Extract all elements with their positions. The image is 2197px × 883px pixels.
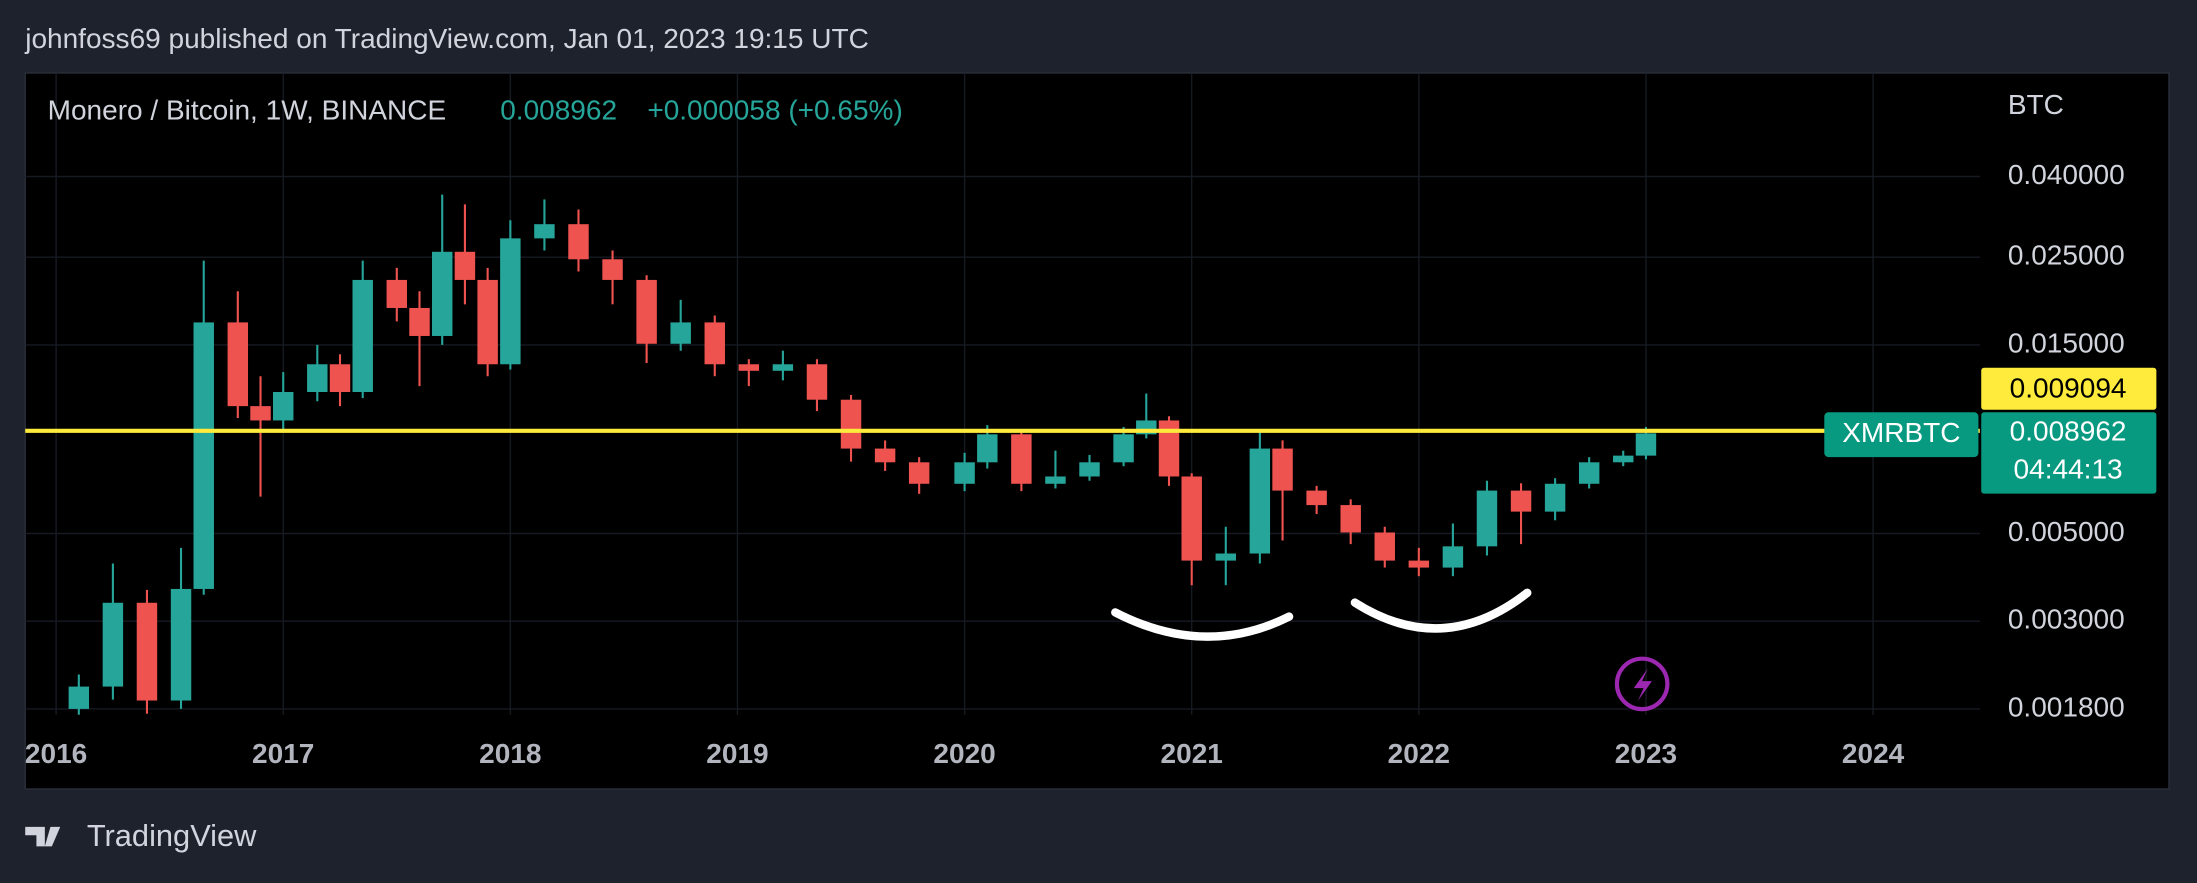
candle-body (636, 279, 657, 344)
candle-body (409, 307, 430, 336)
candle-body (977, 434, 998, 463)
x-tick-label: 2021 (1161, 738, 1223, 769)
y-tick-label: 0.005000 (2008, 516, 2125, 547)
candle-body (1249, 448, 1271, 554)
hline-label: 0.009094 (2010, 373, 2127, 404)
candle-body (1544, 483, 1566, 512)
brand-logo (25, 826, 61, 847)
candle-body (1408, 560, 1430, 568)
candle-body (1442, 546, 1464, 568)
annotation-arc (1350, 588, 1532, 633)
candle-body (1113, 434, 1134, 463)
lightning-button[interactable] (1614, 656, 1670, 712)
candle-body (670, 322, 691, 344)
candle-body (1476, 490, 1498, 547)
annotation-arc (1111, 608, 1294, 641)
candle-body (704, 322, 725, 365)
x-tick-label: 2017 (252, 738, 314, 769)
candle-body (102, 602, 124, 687)
symbol-box (1824, 412, 1979, 458)
candle-body (772, 364, 794, 371)
grid (25, 72, 1980, 715)
candle-body (1181, 476, 1202, 561)
candle-body (534, 224, 555, 239)
candle-body (1045, 476, 1066, 484)
candle-body (352, 279, 373, 393)
y-tick-label: 0.001800 (2008, 691, 2125, 722)
x-tick-label: 2024 (1842, 738, 1905, 769)
candle-body (136, 602, 158, 701)
candle-body (454, 251, 476, 280)
candle-body (68, 686, 90, 709)
symbol-title: Monero / Bitcoin, 1W, BINANCE (48, 95, 447, 126)
y-tick-label: 0.040000 (2008, 159, 2125, 190)
candle-body (908, 462, 930, 484)
candle-body (1635, 433, 1657, 456)
candle-body (329, 364, 351, 393)
candle-body (1374, 532, 1395, 561)
overlay: 2016 2017 2018 2019 2020 2021 2022 2023 2024 0.04… (25, 159, 2157, 769)
candle-body (1158, 420, 1180, 477)
candle-body (386, 279, 408, 308)
candle-body (874, 448, 896, 463)
candle-body (500, 238, 521, 365)
symbol-label: XMRBTC (1842, 417, 1960, 448)
lightning-icon (1633, 668, 1652, 701)
x-tick-label: 2023 (1615, 738, 1677, 769)
y-tick-label: 0.015000 (2008, 327, 2125, 358)
publish-title: johnfoss69 published on TradingView.com,… (24, 23, 869, 54)
candle-body (307, 364, 328, 393)
candle-body (1340, 505, 1361, 533)
candle-body (1510, 490, 1532, 512)
currency: BTC (2008, 89, 2064, 120)
candle-body (806, 364, 828, 400)
candle-body (1578, 462, 1600, 484)
candle-body (1079, 462, 1100, 477)
candle-body (602, 259, 623, 280)
x-tick-label: 2019 (706, 738, 768, 769)
candle-body (1215, 553, 1237, 561)
x-tick-label: 2016 (25, 738, 87, 769)
last-price-box (1981, 412, 2157, 494)
y-tick-label: 0.025000 (2008, 240, 2125, 271)
candle-body (840, 399, 862, 449)
candle-body (568, 224, 589, 260)
candle-body (431, 251, 453, 336)
candle-body (250, 406, 271, 421)
candle-body (1272, 448, 1293, 491)
change-value: +0.000058 (+0.65%) (647, 95, 902, 126)
candle-body (1613, 455, 1634, 463)
candle-body (954, 462, 975, 484)
last-value: 0.008962 (500, 95, 617, 126)
x-tick-label: 2018 (479, 738, 541, 769)
candles (68, 194, 1657, 715)
candle-body (227, 322, 249, 407)
candle-body (477, 279, 498, 365)
brand: TradingView (87, 818, 257, 853)
candle-body (273, 392, 294, 421)
y-tick-label: 0.003000 (2008, 604, 2125, 635)
countdown: 04:44:13 (2014, 454, 2123, 485)
x-tick-label: 2022 (1388, 738, 1450, 769)
candle-body (738, 364, 760, 371)
hline-label-box (1981, 367, 2157, 410)
last-price-label: 0.008962 (2010, 416, 2127, 447)
candle-body (1306, 490, 1327, 506)
candle-body (193, 322, 214, 589)
candle-body (170, 588, 192, 701)
candle-body (1011, 434, 1032, 484)
x-tick-label: 2020 (933, 738, 995, 769)
